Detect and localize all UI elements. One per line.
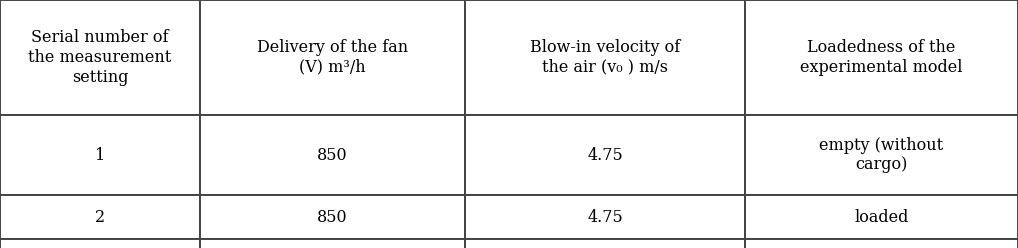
Bar [465, 239, 745, 248]
Text: 1: 1 [95, 147, 105, 163]
Text: Blow-in velocity of
the air (v₀ ) m/s: Blow-in velocity of the air (v₀ ) m/s [530, 39, 680, 76]
Text: 2: 2 [95, 209, 105, 225]
Bar [465, 0, 745, 115]
Bar [0, 239, 200, 248]
Bar [745, 0, 1018, 115]
Text: 4.75: 4.75 [587, 147, 623, 163]
Text: 850: 850 [318, 147, 348, 163]
Bar [0, 195, 200, 239]
Bar [200, 115, 465, 195]
Bar [0, 0, 200, 115]
Bar [0, 115, 200, 195]
Bar [745, 195, 1018, 239]
Bar [200, 195, 465, 239]
Bar [200, 239, 465, 248]
Bar [465, 115, 745, 195]
Bar [465, 195, 745, 239]
Bar [200, 0, 465, 115]
Text: loaded: loaded [854, 209, 909, 225]
Text: 850: 850 [318, 209, 348, 225]
Text: Loadedness of the
experimental model: Loadedness of the experimental model [800, 39, 963, 76]
Text: Serial number of
the measurement
setting: Serial number of the measurement setting [29, 30, 172, 86]
Bar [745, 115, 1018, 195]
Text: empty (without
cargo): empty (without cargo) [819, 137, 944, 173]
Text: 4.75: 4.75 [587, 209, 623, 225]
Text: Delivery of the fan
(V) m³/h: Delivery of the fan (V) m³/h [257, 39, 408, 76]
Bar [745, 239, 1018, 248]
